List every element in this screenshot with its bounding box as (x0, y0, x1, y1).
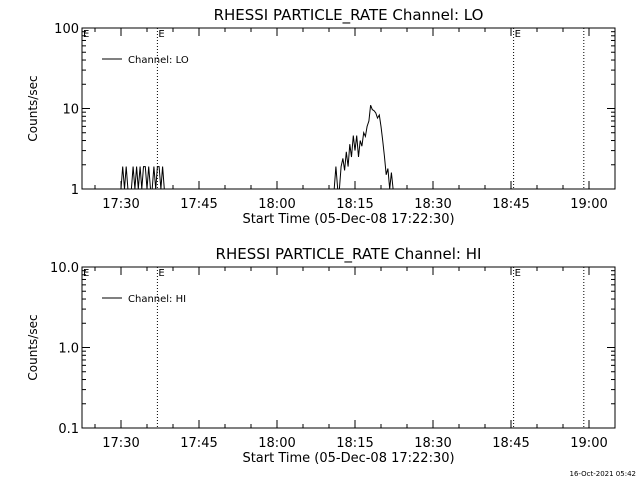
x-axis-label: Start Time (05-Dec-08 17:22:30) (242, 212, 454, 227)
y-tick-label: 10 (62, 103, 79, 118)
y-axis-label: Counts/sec (26, 75, 40, 141)
y-tick-label: 0.1 (58, 422, 79, 437)
time-marker-label: E (515, 29, 521, 40)
y-axis-label: Counts/sec (26, 314, 40, 380)
start-marker-label: E (83, 29, 89, 40)
footer-timestamp: 16-Oct-2021 05:42 (570, 470, 636, 478)
x-axis-label: Start Time (05-Dec-08 17:22:30) (242, 451, 454, 466)
chart-title: RHESSI PARTICLE_RATE Channel: LO (214, 6, 484, 25)
x-tick-label: 18:00 (258, 197, 295, 212)
time-marker-label: E (158, 29, 164, 40)
x-tick-label: 17:45 (180, 436, 217, 451)
x-tick-label: 18:30 (414, 197, 451, 212)
x-tick-label: 18:30 (414, 436, 451, 451)
x-tick-label: 19:00 (570, 197, 607, 212)
x-tick-label: 18:45 (492, 436, 529, 451)
x-tick-label: 17:45 (180, 197, 217, 212)
x-tick-label: 18:15 (336, 197, 373, 212)
y-tick-label: 1 (71, 183, 79, 198)
panel-1: RHESSI PARTICLE_RATE Channel: LO Counts/s… (26, 6, 616, 227)
x-tick-label: 17:30 (102, 197, 139, 212)
series-line (120, 105, 411, 190)
legend-label: Channel: LO (128, 55, 189, 66)
y-tick-label: 10.0 (50, 261, 79, 276)
x-tick-label: 17:30 (102, 436, 139, 451)
x-tick-label: 19:00 (570, 436, 607, 451)
time-marker-label: E (515, 268, 521, 279)
panel-2: RHESSI PARTICLE_RATE Channel: HI Counts/s… (26, 245, 616, 466)
legend-label: Channel: HI (128, 294, 186, 305)
x-tick-label: 18:00 (258, 436, 295, 451)
start-marker-label: E (83, 268, 89, 279)
time-marker-label: E (158, 268, 164, 279)
y-tick-label: 100 (54, 22, 79, 37)
chart-title: RHESSI PARTICLE_RATE Channel: HI (216, 245, 482, 264)
x-tick-label: 18:15 (336, 436, 373, 451)
x-tick-label: 18:45 (492, 197, 529, 212)
y-tick-label: 1.0 (58, 342, 79, 357)
